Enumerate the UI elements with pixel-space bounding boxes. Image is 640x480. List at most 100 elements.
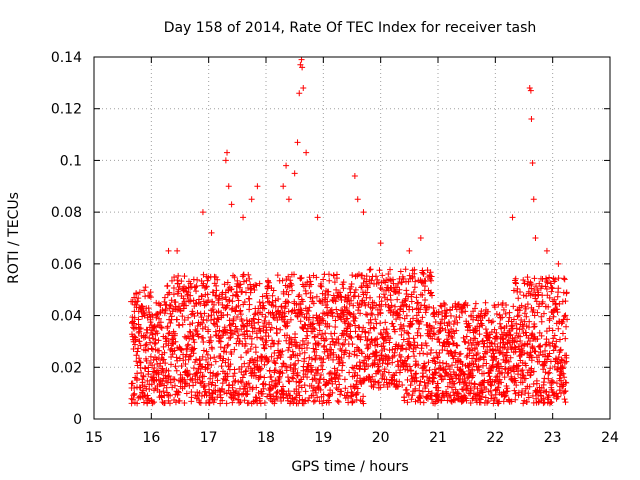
data-point xyxy=(189,346,196,353)
data-point xyxy=(212,382,219,389)
data-point xyxy=(299,298,306,305)
data-point xyxy=(460,334,467,341)
data-point xyxy=(131,384,138,391)
data-point xyxy=(245,399,252,406)
data-point xyxy=(431,331,438,338)
data-point xyxy=(265,333,272,340)
data-point xyxy=(365,329,372,336)
data-point xyxy=(491,326,498,333)
data-point xyxy=(187,352,194,359)
data-point xyxy=(294,372,301,379)
data-point xyxy=(480,356,487,363)
data-point xyxy=(540,381,547,388)
data-point xyxy=(410,288,417,295)
data-point xyxy=(209,379,216,386)
data-point xyxy=(331,279,338,286)
data-point xyxy=(166,330,173,337)
data-point xyxy=(428,347,435,354)
data-point xyxy=(488,382,495,389)
data-point xyxy=(391,328,398,335)
data-point xyxy=(239,374,246,381)
data-point xyxy=(176,397,183,404)
data-point xyxy=(438,303,445,310)
data-point xyxy=(418,302,425,309)
data-point xyxy=(257,328,264,335)
data-point xyxy=(330,272,337,279)
data-point xyxy=(146,335,153,342)
data-point xyxy=(226,322,233,329)
data-point xyxy=(454,342,461,349)
data-point xyxy=(128,400,135,407)
data-point xyxy=(545,303,552,310)
data-point xyxy=(499,300,506,307)
data-point xyxy=(315,340,322,347)
data-point xyxy=(553,338,560,345)
data-point xyxy=(415,299,422,306)
data-point xyxy=(297,318,304,325)
data-point xyxy=(272,360,279,367)
data-point xyxy=(322,330,329,337)
data-point xyxy=(428,390,435,397)
data-point xyxy=(524,274,531,281)
data-point xyxy=(184,291,191,298)
data-point xyxy=(321,337,328,344)
data-point xyxy=(518,302,525,309)
data-point xyxy=(526,338,533,345)
data-point xyxy=(214,370,221,377)
data-point xyxy=(203,283,210,290)
data-point xyxy=(512,280,519,287)
data-point xyxy=(319,366,326,373)
data-point xyxy=(539,298,546,305)
data-point xyxy=(398,353,405,360)
data-point xyxy=(217,394,224,401)
data-point xyxy=(320,391,327,398)
data-point xyxy=(352,322,359,329)
data-point xyxy=(483,360,490,367)
data-point xyxy=(207,316,214,323)
data-point xyxy=(184,367,191,374)
data-point xyxy=(551,342,558,349)
data-point xyxy=(367,266,374,273)
y-tick-label: 0 xyxy=(73,412,82,428)
data-point xyxy=(287,277,294,284)
data-point xyxy=(185,314,192,321)
data-point xyxy=(416,387,423,394)
data-point xyxy=(154,367,161,374)
data-point xyxy=(513,320,520,327)
data-point xyxy=(187,292,194,299)
data-point xyxy=(198,379,205,386)
data-point xyxy=(143,357,150,364)
data-point xyxy=(333,286,340,293)
data-point xyxy=(424,395,431,402)
data-point xyxy=(183,351,190,358)
data-point xyxy=(174,247,181,254)
data-point xyxy=(137,325,144,332)
data-point xyxy=(290,375,297,382)
data-point xyxy=(309,295,316,302)
data-point xyxy=(181,333,188,340)
data-point xyxy=(361,366,368,373)
data-point xyxy=(285,388,292,395)
data-point xyxy=(324,312,331,319)
data-point xyxy=(157,319,164,326)
data-point xyxy=(150,357,157,364)
data-point xyxy=(219,295,226,302)
data-point xyxy=(365,301,372,308)
data-point xyxy=(428,289,435,296)
data-point xyxy=(295,293,302,300)
data-point xyxy=(336,289,343,296)
data-point xyxy=(191,345,198,352)
data-point xyxy=(405,330,412,337)
data-point xyxy=(377,330,384,337)
data-point xyxy=(515,362,522,369)
data-point xyxy=(167,379,174,386)
data-point xyxy=(310,325,317,332)
data-point xyxy=(259,353,266,360)
data-point xyxy=(543,336,550,343)
data-point xyxy=(301,321,308,328)
data-point xyxy=(326,399,333,406)
data-point xyxy=(191,339,198,346)
data-point xyxy=(329,380,336,387)
data-point xyxy=(375,379,382,386)
data-point xyxy=(252,281,259,288)
